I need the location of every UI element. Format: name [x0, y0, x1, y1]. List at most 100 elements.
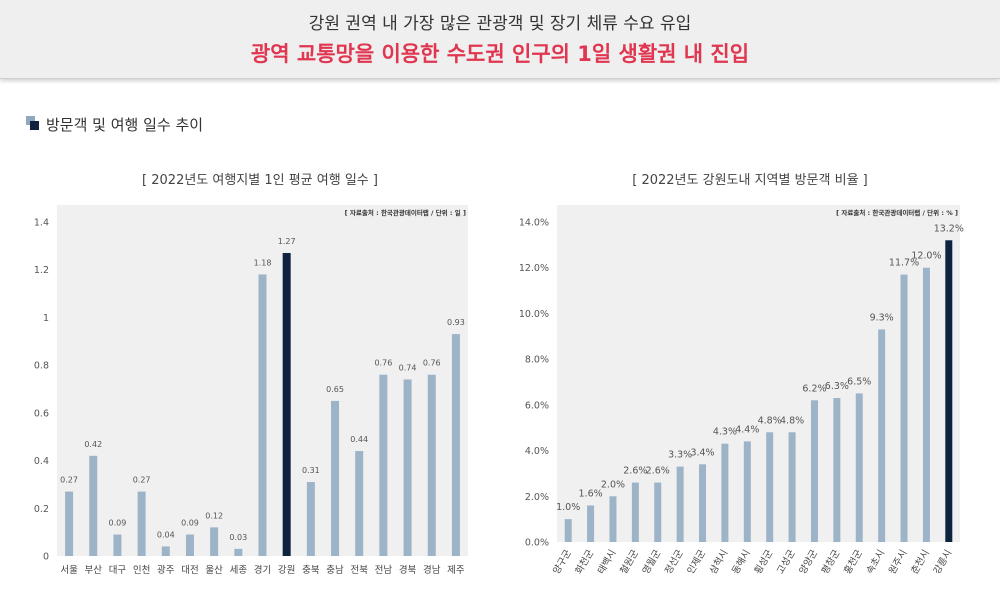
bar [900, 274, 908, 542]
bar [331, 400, 340, 556]
bar [945, 240, 953, 542]
bar [587, 505, 595, 542]
x-tick-label: 속초시 [865, 548, 888, 576]
x-tick-label: 대전 [181, 565, 198, 576]
data-label: 0.09 [181, 519, 199, 528]
data-label: 3.3% [668, 450, 692, 461]
bar [185, 534, 194, 556]
x-tick-label: 화천군 [574, 548, 597, 576]
y-tick-label: 4.0% [525, 446, 549, 457]
source-note: [ 자료출처 : 한국관광데이터랩 / 단위 : % ] [836, 208, 958, 217]
data-label: 0.42 [84, 440, 102, 449]
data-label: 11.7% [889, 258, 919, 269]
bar [609, 496, 617, 542]
x-tick-label: 경북 [399, 564, 417, 576]
bar [113, 534, 122, 556]
bar [451, 334, 460, 556]
data-label: 0.93 [447, 318, 465, 327]
source-note: [ 자료출처 : 한국관광데이터랩 / 단위 : 일 ] [345, 208, 466, 217]
x-tick-label: 세종 [230, 565, 248, 576]
chart-travel-days: [ 자료출처 : 한국관광데이터랩 / 단위 : 일 ] 0 0.2 0.4 0.6 0.… [34, 205, 468, 576]
data-label: 6.5% [847, 376, 871, 387]
data-label: 12.0% [911, 251, 941, 262]
x-tick-label: 전북 [350, 565, 368, 576]
data-label: 2.6% [646, 466, 670, 477]
x-tick-label: 대구 [109, 565, 127, 576]
x-tick-label: 태백시 [596, 548, 619, 576]
bar [137, 491, 146, 556]
data-label: 13.2% [934, 223, 964, 234]
data-label: 3.4% [690, 447, 714, 458]
chart1-title: [ 2022년도 여행지별 1인 평균 여행 일수 ] [142, 173, 378, 188]
data-label: 0.27 [60, 476, 78, 485]
x-tick-label: 정선군 [663, 548, 686, 576]
x-tick-label: 제주 [447, 565, 465, 576]
bar [743, 441, 751, 542]
plot-area [557, 205, 960, 542]
data-label: 0.31 [302, 466, 320, 475]
bar [788, 432, 796, 542]
data-label: 0.76 [374, 359, 392, 368]
x-tick-label: 고성군 [775, 548, 798, 576]
x-tick-label: 서울 [60, 565, 78, 576]
x-tick-label: 광주 [157, 564, 175, 576]
data-label: 1.18 [254, 258, 272, 267]
header-title: 광역 교통망을 이용한 수도권 인구의 1일 생활권 내 진입 [250, 42, 750, 66]
bar [855, 393, 863, 542]
x-tick-label: 인천 [133, 565, 150, 576]
bar [922, 267, 930, 542]
x-tick-label: 충남 [326, 565, 344, 576]
x-tick-label: 홍천군 [841, 547, 865, 576]
x-tick-label: 강릉시 [932, 548, 955, 576]
x-tick-label: 횡성군 [752, 547, 776, 576]
x-tick-label: 울산 [205, 565, 223, 576]
data-label: 0.03 [229, 533, 247, 542]
data-label: 0.04 [157, 530, 175, 539]
x-tick-label: 강원 [278, 565, 295, 576]
bar [810, 400, 818, 542]
data-label: 6.3% [825, 381, 849, 392]
data-label: 0.27 [133, 476, 151, 485]
x-tick-label: 양구군 [551, 548, 574, 576]
y-tick-label: 6.0% [525, 400, 549, 411]
data-label: 1.0% [556, 502, 580, 513]
y-tick-label: 0.0% [525, 538, 549, 549]
data-label: 9.3% [870, 312, 894, 323]
y-tick-label: 12.0% [519, 263, 549, 274]
bar [258, 274, 267, 556]
data-label: 4.3% [713, 427, 737, 438]
header-banner: 강원 권역 내 가장 많은 관광객 및 장기 체류 수요 유입 광역 교통망을 … [0, 0, 1000, 79]
bar [379, 374, 388, 556]
x-tick-label: 영월군 [640, 547, 664, 576]
data-label: 1.6% [579, 488, 603, 499]
data-label: 0.44 [350, 435, 368, 444]
section-bullet-icon [26, 116, 40, 130]
bar [89, 455, 98, 556]
data-label: 4.4% [735, 424, 759, 435]
x-tick-label: 평창군 [820, 548, 843, 576]
bar [355, 451, 364, 556]
x-tick-label: 양양군 [797, 548, 820, 576]
y-tick-label: 1.4 [34, 218, 49, 229]
section-title: 방문객 및 여행 일수 추이 [46, 116, 204, 134]
y-tick-label: 2.0% [525, 492, 549, 503]
bar [65, 491, 74, 556]
y-tick-label: 0.4 [34, 456, 49, 467]
x-tick-label: 경남 [423, 564, 441, 576]
x-tick-label: 동해시 [729, 548, 753, 577]
bar [210, 527, 219, 556]
bar [306, 482, 315, 556]
bar [676, 466, 684, 542]
y-tick-label: 10.0% [519, 309, 549, 320]
bar [699, 464, 707, 542]
bar [234, 548, 243, 556]
x-tick-label: 인제군 [685, 548, 708, 576]
bar [403, 379, 412, 556]
data-label: 0.74 [399, 363, 417, 372]
data-label: 1.27 [278, 237, 296, 246]
header-subtitle: 강원 권역 내 가장 많은 관광객 및 장기 체류 수요 유입 [308, 14, 692, 34]
y-tick-label: 8.0% [525, 355, 549, 366]
x-tick-label: 철원군 [618, 548, 641, 576]
bar [833, 398, 841, 542]
x-tick-label: 원주시 [887, 548, 910, 576]
